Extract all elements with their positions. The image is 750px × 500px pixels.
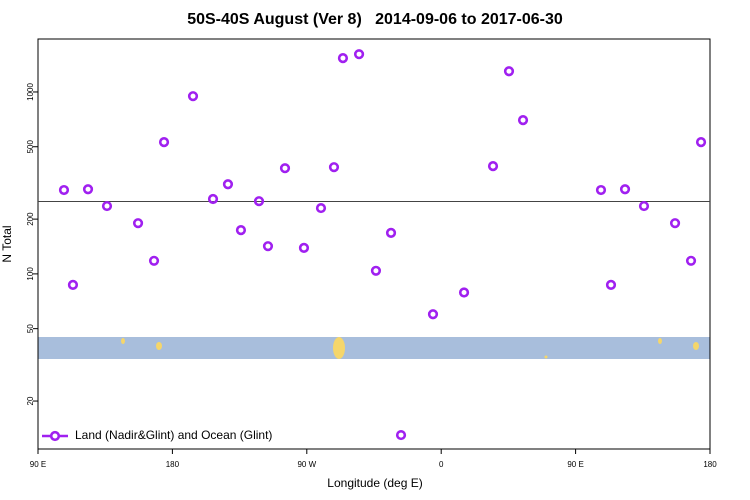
y-axis-label: N Total	[0, 225, 14, 262]
point	[385, 227, 397, 238]
x-tick-label: 90 W	[297, 460, 316, 469]
y-tick-label: 100	[26, 267, 35, 281]
point	[101, 200, 113, 212]
point	[487, 161, 499, 172]
point	[370, 265, 382, 276]
y-tick-label: 1000	[26, 83, 35, 101]
y-tick-label: 200	[26, 212, 35, 226]
point	[503, 66, 515, 77]
y-tick-label: 50	[26, 324, 35, 333]
legend-marker	[49, 430, 61, 442]
x-axis-label: Longitude (deg E)	[327, 476, 422, 490]
point	[253, 196, 265, 207]
point	[58, 184, 70, 196]
legend-label: Land (Nadir&Glint) and Ocean (Glint)	[75, 428, 272, 442]
point	[595, 184, 607, 196]
point	[235, 225, 247, 236]
point	[458, 287, 470, 298]
point	[685, 255, 697, 266]
point	[187, 91, 199, 102]
x-tick-label: 90 E	[30, 460, 46, 469]
point	[207, 193, 219, 205]
point	[158, 137, 170, 148]
point	[148, 255, 160, 266]
point	[427, 309, 439, 320]
point	[222, 179, 234, 190]
x-tick-label: 90 E	[567, 460, 583, 469]
point	[337, 53, 349, 64]
x-tick-label: 180	[166, 460, 180, 469]
point	[619, 184, 631, 195]
point	[395, 429, 407, 441]
point	[67, 279, 79, 290]
point	[605, 279, 617, 290]
point	[328, 162, 340, 173]
point	[517, 115, 529, 126]
point	[82, 184, 94, 195]
chart-title: 50S-40S August (Ver 8) 2014-09-06 to 201…	[187, 11, 563, 28]
map-strip	[38, 337, 710, 359]
x-tick-label: 180	[703, 460, 717, 469]
y-tick-label: 500	[26, 140, 35, 154]
point	[638, 200, 650, 212]
y-tick-label: 20	[26, 396, 35, 405]
point	[669, 218, 681, 229]
x-tick-label: 0	[439, 460, 444, 469]
point	[353, 49, 365, 60]
point	[262, 241, 274, 252]
plot-frame	[37, 38, 711, 450]
point	[279, 163, 291, 174]
point	[695, 137, 707, 148]
point	[298, 242, 310, 253]
point	[132, 218, 144, 229]
point	[315, 202, 327, 214]
